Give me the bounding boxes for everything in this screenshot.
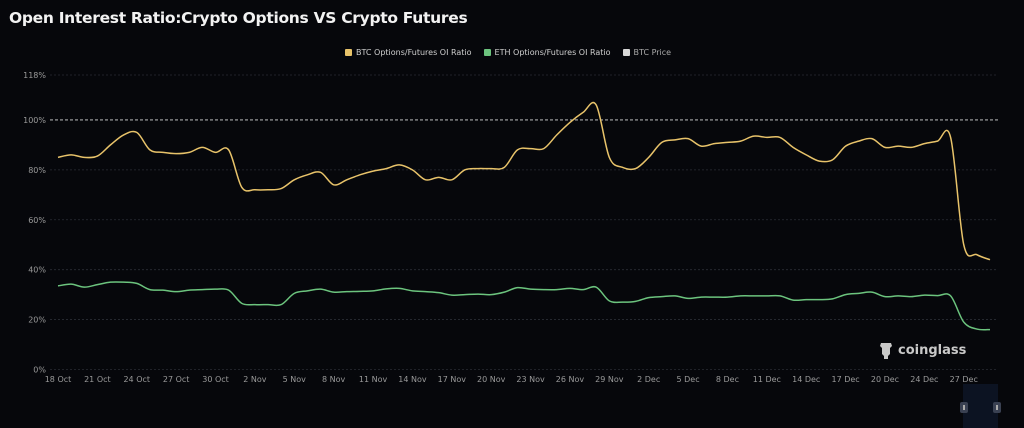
x-tick-label: 5 Nov	[283, 375, 307, 384]
legend-swatch-eth-ratio	[483, 49, 491, 56]
legend: BTC Options/Futures OI Ratio ETH Options…	[345, 48, 671, 57]
navigator-right-handle[interactable]	[993, 402, 1001, 413]
x-tick-label: 2 Dec	[637, 375, 660, 384]
x-tick-label: 11 Dec	[753, 375, 781, 384]
x-tick-label: 5 Dec	[677, 375, 700, 384]
x-tick-label: 24 Oct	[123, 375, 150, 384]
eth-ratio-line	[57, 281, 991, 331]
x-tick-label: 14 Nov	[398, 375, 427, 384]
x-tick-label: 27 Oct	[163, 375, 190, 384]
legend-swatch-btc-ratio	[345, 49, 352, 56]
legend-swatch-btc-price	[622, 49, 630, 56]
legend-label-btc-price: BTC Price	[633, 48, 672, 57]
y-tick-label: 40%	[28, 266, 46, 275]
x-tick-label: 30 Oct	[202, 375, 229, 384]
x-tick-label: 17 Nov	[438, 375, 467, 384]
x-tick-label: 14 Dec	[792, 375, 820, 384]
x-tick-label: 8 Nov	[322, 375, 346, 384]
x-tick-label: 24 Dec	[910, 375, 938, 384]
y-tick-label: 100%	[23, 116, 46, 125]
legend-item-btc-ratio[interactable]: BTC Options/Futures OI Ratio	[345, 48, 472, 57]
x-tick-label: 20 Dec	[871, 375, 899, 384]
x-tick-label: 17 Dec	[832, 375, 860, 384]
btc-ratio-line	[57, 101, 991, 261]
x-tick-label: 20 Nov	[477, 375, 506, 384]
legend-item-btc-price[interactable]: BTC Price	[622, 48, 672, 57]
legend-label-eth-ratio: ETH Options/Futures OI Ratio	[494, 48, 611, 57]
x-tick-label: 23 Nov	[516, 375, 545, 384]
navigator-left-handle[interactable]	[960, 402, 968, 413]
x-tick-label: 8 Dec	[716, 375, 739, 384]
x-tick-label: 18 Oct	[45, 375, 72, 384]
range-navigator[interactable]	[960, 384, 1001, 428]
chart-title: Open Interest Ratio:Crypto Options VS Cr…	[9, 9, 468, 27]
watermark: coinglass	[878, 341, 966, 359]
x-tick-label: 2 Nov	[243, 375, 267, 384]
y-tick-label: 0%	[33, 366, 46, 375]
watermark-text: coinglass	[898, 342, 967, 358]
y-tick-label: 80%	[28, 166, 46, 175]
y-tick-label: 118%	[23, 71, 46, 80]
y-tick-label: 60%	[28, 216, 46, 225]
coinglass-logo-icon	[880, 343, 892, 359]
x-tick-label: 29 Nov	[595, 375, 624, 384]
legend-item-eth-ratio[interactable]: ETH Options/Futures OI Ratio	[483, 48, 611, 57]
legend-label-btc-ratio: BTC Options/Futures OI Ratio	[356, 48, 472, 57]
x-tick-label: 27 Dec	[950, 375, 978, 384]
x-tick-label: 26 Nov	[556, 375, 585, 384]
y-tick-label: 20%	[28, 316, 46, 325]
x-tick-label: 11 Nov	[359, 375, 388, 384]
x-tick-label: 21 Oct	[84, 375, 111, 384]
